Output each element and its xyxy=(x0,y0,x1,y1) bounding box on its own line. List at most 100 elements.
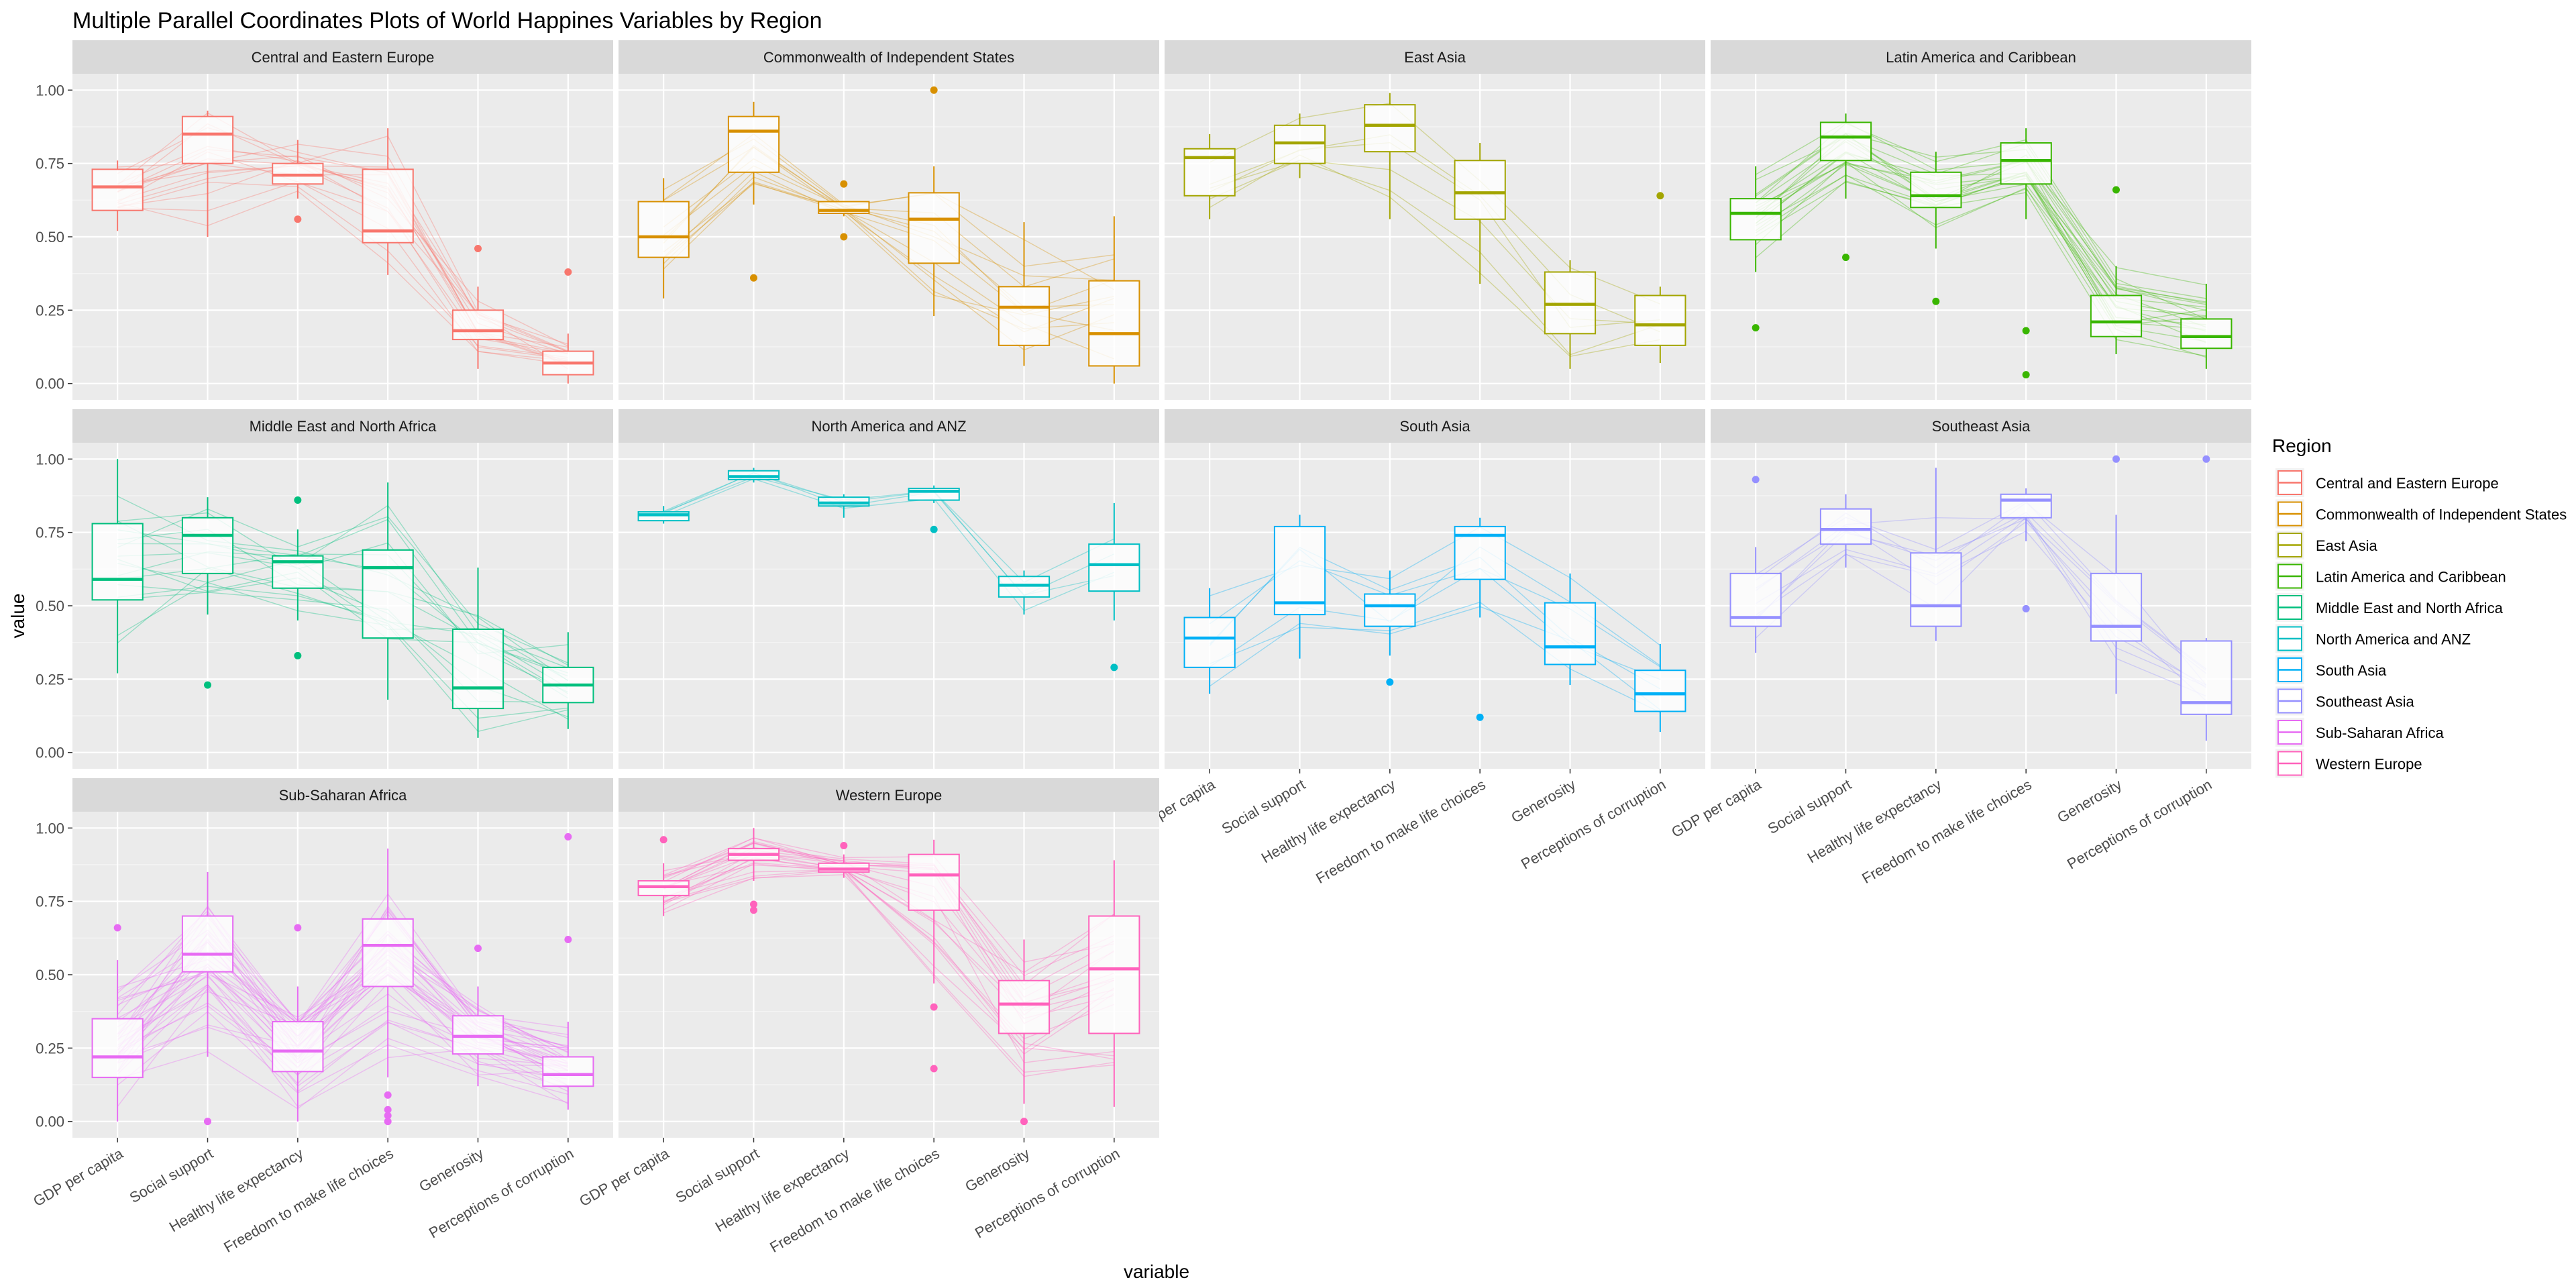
chart-title: Multiple Parallel Coordinates Plots of W… xyxy=(72,8,822,34)
legend-item: Latin America and Caribbean xyxy=(2275,561,2506,591)
legend-item: East Asia xyxy=(2275,531,2377,559)
outlier-point xyxy=(1752,476,1760,484)
parallel-line xyxy=(1755,162,2206,311)
box xyxy=(91,523,144,601)
outlier-point xyxy=(1752,324,1760,332)
parallel-line xyxy=(663,864,1114,1063)
x-tick-label: GDP per capita xyxy=(30,1144,126,1210)
outlier-point xyxy=(930,525,938,533)
box xyxy=(91,1018,144,1079)
box xyxy=(91,168,144,211)
x-tick-label: Generosity xyxy=(2054,776,2125,826)
parallel-line xyxy=(663,478,1115,612)
box xyxy=(1819,121,1872,162)
boxplot xyxy=(818,842,870,878)
box xyxy=(181,517,234,574)
box xyxy=(908,853,960,911)
boxplot xyxy=(272,924,324,1122)
x-tick-label: Generosity xyxy=(1508,776,1578,826)
boxplot xyxy=(1729,476,1782,653)
legend-label: Western Europe xyxy=(2316,756,2422,773)
boxplot xyxy=(91,160,144,231)
outlier-point xyxy=(474,244,482,252)
outlier-point xyxy=(2202,455,2210,463)
boxplot xyxy=(1454,517,1506,721)
boxplot xyxy=(542,632,594,729)
parallel-line xyxy=(117,1011,568,1104)
facet-strip xyxy=(1165,40,1705,74)
box xyxy=(1544,602,1597,665)
parallel-line xyxy=(117,191,568,366)
parallel-line xyxy=(1755,516,2207,697)
x-tick-label: Perceptions of corruption xyxy=(2064,776,2214,873)
legend-item: Central and Eastern Europe xyxy=(2275,468,2499,497)
y-tick-label: 1.00 xyxy=(36,820,64,837)
boxplot xyxy=(362,482,414,700)
legend-label: Sub-Saharan Africa xyxy=(2316,724,2445,741)
y-tick-label: 1.00 xyxy=(36,82,64,99)
facet-panel: East Asia xyxy=(1165,40,1705,400)
boxplot xyxy=(272,496,324,659)
parallel-line xyxy=(663,837,1115,977)
outlier-point xyxy=(930,1065,938,1073)
outlier-point xyxy=(384,1106,392,1114)
legend-item: Southeast Asia xyxy=(2275,686,2415,716)
facet-strip xyxy=(1165,409,1705,443)
boxplot xyxy=(818,494,870,518)
outlier-point xyxy=(659,836,667,844)
legend-item: Middle East and North Africa xyxy=(2275,593,2504,622)
x-axis-title: variable xyxy=(1124,1261,1189,1282)
boxplot xyxy=(1454,143,1506,284)
outlier-point xyxy=(564,833,572,841)
parallel-line xyxy=(117,993,568,1089)
boxplot xyxy=(1088,860,1140,1107)
facet-strip-label: Western Europe xyxy=(836,787,943,804)
box xyxy=(1364,104,1416,153)
y-tick-label: 0.25 xyxy=(36,1040,64,1057)
box xyxy=(908,192,960,264)
boxplot xyxy=(2000,128,2052,379)
box xyxy=(1364,593,1416,627)
boxplot xyxy=(1819,113,1872,262)
box xyxy=(998,979,1051,1034)
box xyxy=(1088,915,1140,1034)
box xyxy=(1183,616,1236,668)
box xyxy=(2180,318,2233,350)
outlier-point xyxy=(384,1091,392,1099)
parallel-line xyxy=(1209,160,1661,356)
box xyxy=(1088,543,1140,592)
box xyxy=(1910,171,1962,209)
boxplot xyxy=(998,570,1051,615)
boxplot xyxy=(542,268,594,384)
x-tick-label: Perceptions of corruption xyxy=(1518,776,1668,873)
boxplot xyxy=(91,924,144,1122)
boxplot xyxy=(727,828,780,914)
outlier-point xyxy=(1842,254,1849,262)
boxplot xyxy=(1364,570,1416,686)
boxplot xyxy=(451,244,504,369)
outlier-point xyxy=(204,1118,211,1126)
outlier-point xyxy=(1656,192,1664,200)
facet-strip xyxy=(72,40,613,74)
facet-strip xyxy=(619,778,1159,812)
parallel-line xyxy=(663,863,1114,1077)
box xyxy=(181,115,234,164)
boxplot xyxy=(451,568,504,738)
boxplot xyxy=(1819,494,1872,568)
facet-strip xyxy=(1711,409,2251,443)
boxplot xyxy=(1088,216,1140,384)
legend-label: Latin America and Caribbean xyxy=(2316,569,2506,586)
facet-strip xyxy=(619,40,1159,74)
outlier-point xyxy=(2022,327,2030,335)
boxplot xyxy=(1910,152,1962,305)
legend-item: Sub-Saharan Africa xyxy=(2275,718,2445,747)
outlier-point xyxy=(1020,1118,1028,1126)
outlier-point xyxy=(1476,713,1484,721)
y-tick-label: 0.75 xyxy=(36,894,64,910)
facet-panel: Latin America and Caribbean xyxy=(1711,40,2251,400)
outlier-point xyxy=(294,651,302,659)
outlier-point xyxy=(564,936,572,944)
parallel-line xyxy=(1209,601,1661,713)
outlier-point xyxy=(384,1118,392,1126)
